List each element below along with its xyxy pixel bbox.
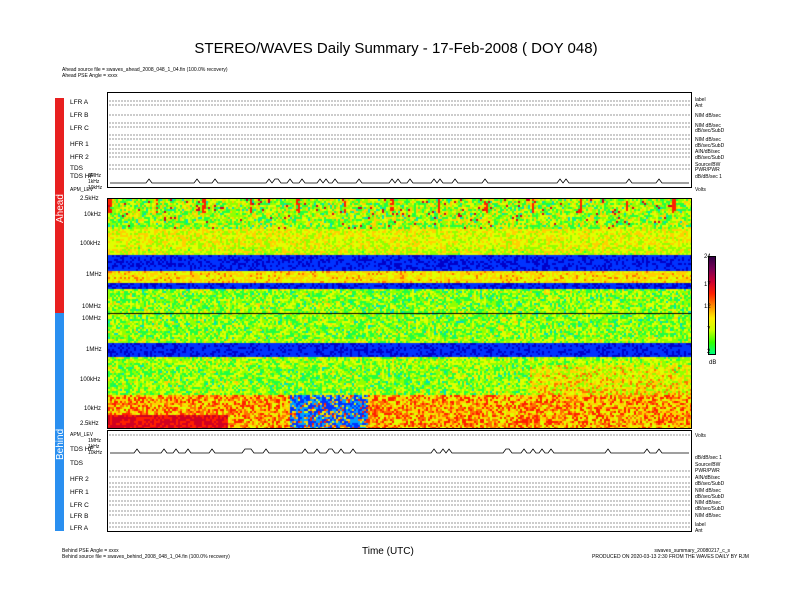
colorbar-tick-12: 12 [704, 304, 711, 310]
behind-row-lfr-b: LFR B [70, 513, 89, 520]
behind-freq-tick-10mhz: 10MHz [82, 316, 102, 322]
behind-freq-tick-2.5khz: 2.5kHz [80, 421, 99, 427]
ahead-row-tds: TDS [70, 165, 83, 172]
colorbar-tick-7: 7 [707, 327, 711, 333]
behind-right-tdshf-1: dB/dB/sec 1 [695, 455, 722, 461]
behind-row-tdshf: TDS HF [70, 446, 94, 453]
behind-side-bar: Behind [55, 313, 66, 531]
ahead-row-lfr-b: LFR B [70, 112, 89, 119]
spectrogram-panel [107, 198, 692, 429]
colorbar [708, 256, 716, 355]
ahead-right-tds-1: Source/BW [695, 162, 721, 168]
behind-source-file: Behind source file = swaves_behind_2008_… [62, 554, 230, 560]
ahead-volts-label: Volts [695, 187, 706, 193]
ahead-right-hfr-1-1: NIM dB/sec [695, 137, 721, 143]
behind-source-info: Behind PSE Angle = xxxx Behind source fi… [62, 548, 230, 560]
behind-right-lfr-c-1: NIM dB/sec [695, 500, 721, 506]
ahead-row-hfr-2: HFR 2 [70, 154, 89, 161]
ahead-right-lfr-c-2: dB/sec/SubD [695, 128, 725, 134]
behind-row-lfr-c: LFR C [70, 502, 89, 509]
behind-right-lfr-a-1: label [695, 522, 706, 528]
ahead-status-lines [109, 100, 691, 184]
colorbar-unit: dB [709, 360, 717, 366]
behind-right-hfr-1-1: NIM dB/sec [695, 488, 721, 494]
ahead-right-tds-2: PWR/PWR [695, 167, 720, 173]
behind-volts-label: Volts [695, 433, 706, 439]
ahead-row-hfr-1: HFR 1 [70, 141, 89, 148]
x-axis-label: Time (UTC) [362, 546, 414, 557]
ahead-pse-angle: Ahead PSE Angle = xxxx [62, 73, 118, 79]
behind-right-tds-1: Source/BW [695, 462, 721, 468]
ahead-right-hfr-2-2: dB/sec/SubD [695, 155, 725, 161]
ahead-right-lfr-a-2: Ant [695, 103, 703, 109]
behind-tdshf-tick-1: 1MHz [88, 438, 102, 444]
ahead-right-tdshf-1: dB/dB/sec 1 [695, 174, 722, 180]
behind-right-hfr-2-2: dB/sec/SubD [695, 481, 725, 487]
behind-freq-tick-1mhz: 1MHz [86, 347, 102, 353]
ahead-row-tdshf: TDS HF [70, 173, 94, 180]
colorbar-tick-17: 17 [704, 282, 711, 288]
behind-status-panel [107, 430, 692, 532]
behind-side-label: Behind [55, 428, 66, 460]
ahead-right-lfr-b-1: NIM dB/sec [695, 113, 721, 119]
behind-right-lfr-c-2: dB/sec/SubD [695, 506, 725, 512]
ahead-freq-tick-2.5khz: 2.5kHz [80, 196, 99, 202]
ahead-apmlev-label: APM_LEV [70, 187, 94, 193]
behind-row-tds: TDS [70, 460, 83, 467]
behind-row-lfr-a: LFR A [70, 525, 89, 532]
behind-pse-angle: Behind PSE Angle = xxxx [62, 548, 119, 554]
colorbar-tick-24: 24 [704, 254, 711, 260]
behind-freq-tick-10khz: 10kHz [84, 406, 102, 412]
behind-freq-tick-100khz: 100kHz [80, 377, 101, 383]
behind-tdshf-tick-2: 1kHz [88, 444, 100, 450]
ahead-right-hfr-1-2: dB/sec/SubD [695, 143, 725, 149]
behind-right-lfr-a-2: Ant [695, 528, 703, 534]
apm-level-trace [110, 178, 689, 184]
footer-right: swaves_summary_20080217_c_s PRODUCED ON … [592, 548, 749, 560]
behind-right-hfr-2-1: AIN/dB/sec [695, 475, 721, 481]
page-title: STEREO/WAVES Daily Summary - 17-Feb-2008… [194, 40, 598, 57]
behind-right-lfr-b-1: NIM dB/sec [695, 513, 721, 519]
footer-produced: PRODUCED ON 2020-03-13 2:30 FROM THE WAV… [592, 554, 749, 560]
behind-apmlev-label: APM_LEV [70, 432, 94, 438]
behind-right-tds-2: PWR/PWR [695, 468, 720, 474]
behind-row-hfr-2: HFR 2 [70, 476, 89, 483]
behind-status-lines [109, 434, 691, 528]
ahead-freq-tick-1mhz: 1MHz [86, 272, 102, 278]
ahead-tdshf-tick-2: 1kHz [88, 179, 100, 185]
ahead-freq-tick-10mhz: 10MHz [82, 304, 102, 310]
ahead-status-panel [107, 92, 692, 188]
colorbar-tick-2: 2 [707, 349, 711, 355]
ahead-right-hfr-2-1: AIN/dB/sec [695, 149, 721, 155]
apm-level-trace [110, 448, 689, 454]
ahead-source-info: Ahead source file = swaves_ahead_2008_04… [62, 67, 228, 79]
ahead-tdshf-tick-3: 10kHz [88, 185, 103, 191]
ahead-source-file: Ahead source file = swaves_ahead_2008_04… [62, 67, 228, 73]
behind-tdshf-tick-3: 10kHz [88, 450, 103, 456]
ahead-side-label: Ahead [55, 194, 66, 223]
ahead-freq-tick-100khz: 100kHz [80, 241, 101, 247]
footer-filename: swaves_summary_20080217_c_s [654, 548, 730, 554]
ahead-freq-tick-10khz: 10kHz [84, 212, 102, 218]
ahead-row-lfr-c: LFR C [70, 125, 89, 132]
ahead-tdshf-tick-1: 1MHz [88, 173, 102, 179]
ahead-right-lfr-a-1: label [695, 97, 706, 103]
behind-row-hfr-1: HFR 1 [70, 489, 89, 496]
ahead-side-bar: Ahead [55, 98, 66, 313]
spectrogram-canvas [108, 199, 691, 428]
ahead-row-lfr-a: LFR A [70, 99, 89, 106]
behind-right-hfr-1-2: dB/sec/SubD [695, 494, 725, 500]
ahead-right-lfr-c-1: NIM dB/sec [695, 123, 721, 129]
